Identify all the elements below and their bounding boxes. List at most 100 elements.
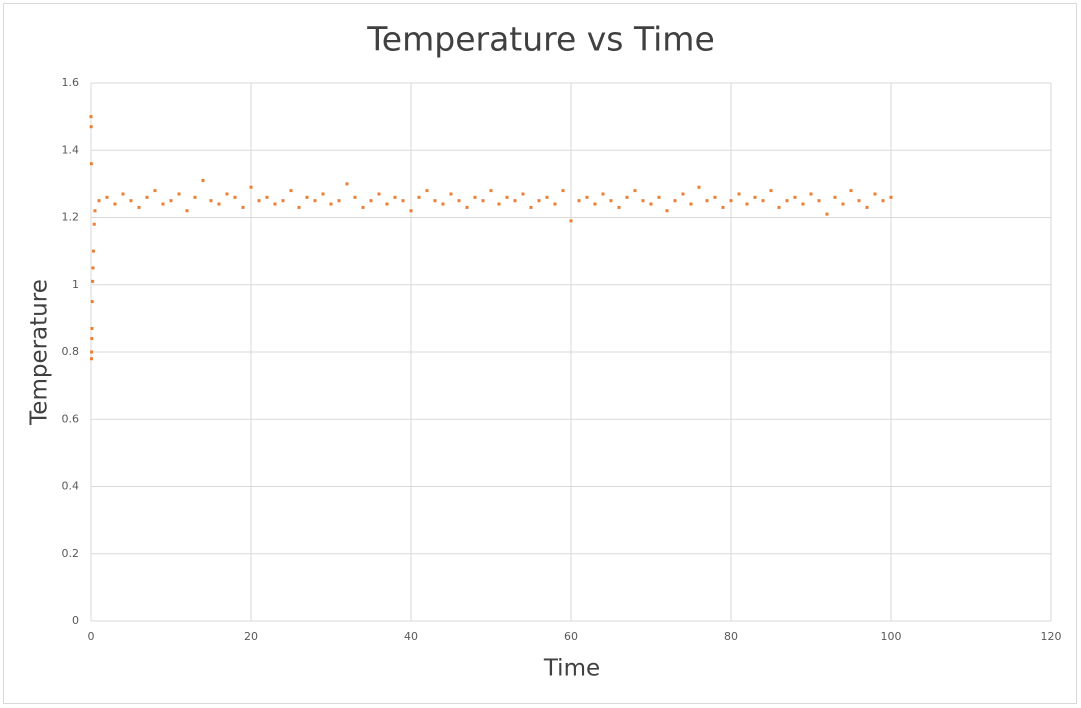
data-point: [273, 202, 277, 206]
data-point: [633, 189, 637, 193]
data-point: [90, 350, 94, 354]
data-point: [697, 185, 701, 189]
y-axis-title: Temperature: [27, 279, 53, 426]
data-point: [169, 199, 173, 203]
data-point: [561, 189, 565, 193]
data-point: [833, 195, 837, 199]
data-point: [857, 199, 861, 203]
data-point: [417, 195, 421, 199]
data-point: [90, 337, 94, 341]
y-tick-label: 0.6: [62, 412, 80, 425]
data-point: [841, 202, 845, 206]
data-point: [177, 192, 181, 196]
data-point: [217, 202, 221, 206]
data-point: [193, 195, 197, 199]
data-point: [91, 266, 95, 270]
data-point: [337, 199, 341, 203]
data-point: [257, 199, 261, 203]
data-point: [569, 219, 573, 223]
data-point: [90, 326, 94, 330]
data-point: [249, 185, 253, 189]
y-tick-label: 0.2: [62, 547, 80, 560]
data-point: [649, 202, 653, 206]
data-point: [753, 195, 757, 199]
data-point: [489, 189, 493, 193]
data-point: [521, 192, 525, 196]
data-point: [713, 195, 717, 199]
data-point: [129, 199, 133, 203]
data-point: [801, 202, 805, 206]
data-point: [625, 195, 629, 199]
data-point: [681, 192, 685, 196]
data-point: [89, 162, 93, 166]
data-point: [825, 212, 829, 216]
data-point: [401, 199, 405, 203]
data-point: [145, 195, 149, 199]
data-point: [545, 195, 549, 199]
data-point: [497, 202, 501, 206]
data-point: [233, 195, 237, 199]
data-point: [593, 202, 597, 206]
data-point: [225, 192, 229, 196]
data-point: [457, 199, 461, 203]
chart-border: [3, 3, 1077, 704]
data-point: [91, 249, 95, 253]
data-point: [361, 205, 365, 209]
data-point: [345, 182, 349, 186]
x-tick-label: 40: [404, 630, 418, 643]
data-point: [441, 202, 445, 206]
y-tick-label: 1: [72, 278, 79, 291]
y-tick-label: 1.4: [62, 143, 80, 156]
x-axis-title: Time: [543, 656, 600, 682]
data-point: [92, 222, 96, 226]
x-tick-label: 100: [881, 630, 902, 643]
data-point: [777, 205, 781, 209]
x-tick-label: 20: [244, 630, 258, 643]
data-point: [505, 195, 509, 199]
data-point: [297, 205, 301, 209]
data-point: [353, 195, 357, 199]
data-point: [89, 125, 93, 129]
data-point: [105, 195, 109, 199]
data-point: [329, 202, 333, 206]
data-point: [209, 199, 213, 203]
data-point: [889, 195, 893, 199]
data-point: [409, 209, 413, 213]
data-point: [881, 199, 885, 203]
data-point: [241, 205, 245, 209]
data-point: [609, 199, 613, 203]
data-point: [265, 195, 269, 199]
data-point: [705, 199, 709, 203]
data-point: [89, 357, 93, 361]
y-tick-label: 0: [72, 614, 79, 627]
data-point: [97, 199, 101, 203]
data-point: [657, 195, 661, 199]
data-point: [185, 209, 189, 213]
y-tick-label: 0.8: [62, 345, 80, 358]
data-point: [537, 199, 541, 203]
data-point: [665, 209, 669, 213]
data-point: [449, 192, 453, 196]
data-point: [93, 209, 97, 213]
y-tick-label: 1.6: [62, 76, 80, 89]
data-point: [91, 279, 95, 283]
data-point: [513, 199, 517, 203]
data-point: [465, 205, 469, 209]
data-point: [377, 192, 381, 196]
data-point: [641, 199, 645, 203]
x-tick-label: 80: [724, 630, 738, 643]
chart-title: Temperature vs Time: [366, 20, 715, 59]
data-point: [113, 202, 117, 206]
data-point: [761, 199, 765, 203]
data-point: [769, 189, 773, 193]
data-point: [785, 199, 789, 203]
data-point: [529, 205, 533, 209]
data-point: [817, 199, 821, 203]
data-point: [793, 195, 797, 199]
data-point: [721, 205, 725, 209]
data-point: [433, 199, 437, 203]
data-point: [473, 195, 477, 199]
data-point: [601, 192, 605, 196]
data-point: [201, 179, 205, 183]
